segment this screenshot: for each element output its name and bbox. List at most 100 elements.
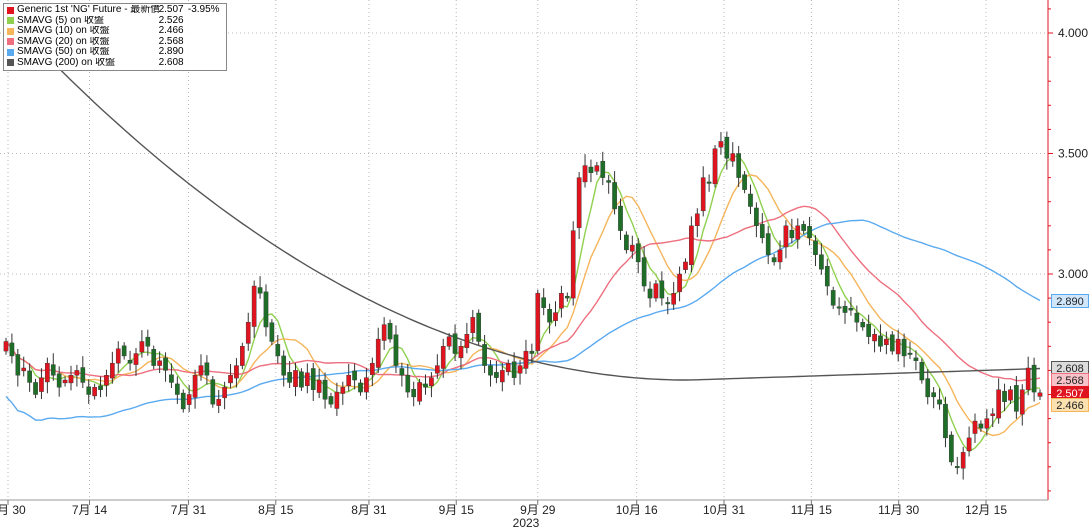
candle [665, 296, 671, 315]
candle [1019, 384, 1025, 426]
candle-body [86, 386, 92, 395]
candle [269, 319, 275, 346]
candle [848, 296, 854, 316]
candle-body [133, 353, 139, 365]
candle-body [647, 288, 653, 299]
candle-body [576, 177, 582, 228]
candle [86, 379, 92, 404]
candle-body [683, 261, 688, 270]
candle-body [145, 336, 151, 347]
candle-body [712, 148, 718, 185]
candle [600, 151, 606, 186]
candle-body [381, 324, 387, 341]
candle-body [328, 396, 334, 405]
candle [742, 171, 747, 194]
candle-body [198, 365, 204, 376]
sma-line-50 [5, 219, 1041, 421]
candle [399, 362, 405, 387]
legend-swatch [7, 59, 14, 67]
candle [730, 142, 736, 167]
candle [937, 388, 942, 410]
candle-body [582, 165, 588, 183]
candle-body [68, 375, 74, 384]
candle [240, 342, 245, 370]
candle [180, 389, 186, 413]
candle-body [210, 379, 216, 405]
candle-body [240, 346, 245, 366]
candle [706, 174, 712, 192]
candle-body [1031, 364, 1037, 393]
candle-body [204, 362, 210, 376]
candle [990, 408, 996, 428]
candle-body [984, 418, 990, 429]
candle [541, 288, 547, 316]
candle [854, 305, 860, 332]
candle-body [505, 362, 511, 373]
candle-body [322, 379, 328, 400]
y-axis-ticks: 4.000 3.500 3.000 [1048, 8, 1088, 492]
candle [62, 376, 68, 387]
candle [381, 317, 387, 350]
candle [251, 280, 257, 338]
candle-body [245, 322, 251, 344]
candle [80, 356, 86, 388]
candle [984, 409, 990, 436]
x-tick-label: 10月 16 [616, 503, 658, 517]
y-tick-label: 4.000 [1058, 26, 1088, 40]
candle [889, 331, 895, 355]
candle-body [541, 297, 547, 308]
candle [683, 258, 688, 274]
candle [689, 216, 694, 273]
candle-body [121, 345, 127, 357]
candle-body [677, 273, 682, 293]
sma-line-200 [5, 13, 1041, 381]
candle [795, 218, 801, 249]
candle [310, 362, 316, 402]
candle-body [872, 334, 877, 342]
candle-body [819, 254, 824, 270]
candle [340, 381, 346, 405]
candle-body [635, 243, 641, 263]
candle-body [511, 361, 517, 378]
candle [210, 375, 216, 408]
candle [872, 328, 877, 353]
candle [624, 231, 629, 254]
candle-body [1014, 385, 1019, 412]
candle [836, 297, 842, 316]
candle [535, 289, 541, 355]
candle [417, 378, 422, 405]
candle-body [180, 392, 186, 410]
candle [594, 161, 600, 175]
candle-body [293, 370, 298, 387]
candle [139, 330, 145, 358]
candle-body [641, 257, 647, 287]
candle [74, 364, 80, 387]
candle [275, 334, 281, 364]
candle-body [807, 226, 812, 239]
candle [629, 235, 635, 259]
candle-body [689, 225, 694, 266]
candle [559, 285, 564, 318]
candle-body [33, 382, 38, 395]
candle [954, 456, 960, 475]
candle [771, 253, 777, 266]
candle [547, 303, 552, 334]
candle [913, 350, 919, 371]
candle [488, 360, 493, 387]
candle-body [901, 338, 907, 357]
candle [866, 314, 871, 345]
legend-label: SMAVG (200) on 收盤 [17, 57, 116, 68]
candle-body [458, 346, 464, 359]
legend-swatch [7, 6, 14, 14]
candle-body [299, 371, 304, 388]
candle-body [960, 452, 966, 469]
candle [452, 324, 458, 362]
candle-body [163, 357, 168, 371]
candle-body [866, 323, 871, 337]
candle [647, 281, 653, 308]
candle [966, 426, 972, 457]
candle-body [907, 352, 913, 355]
candle [529, 343, 535, 363]
candle-body [742, 174, 747, 190]
candle-body [730, 153, 736, 162]
